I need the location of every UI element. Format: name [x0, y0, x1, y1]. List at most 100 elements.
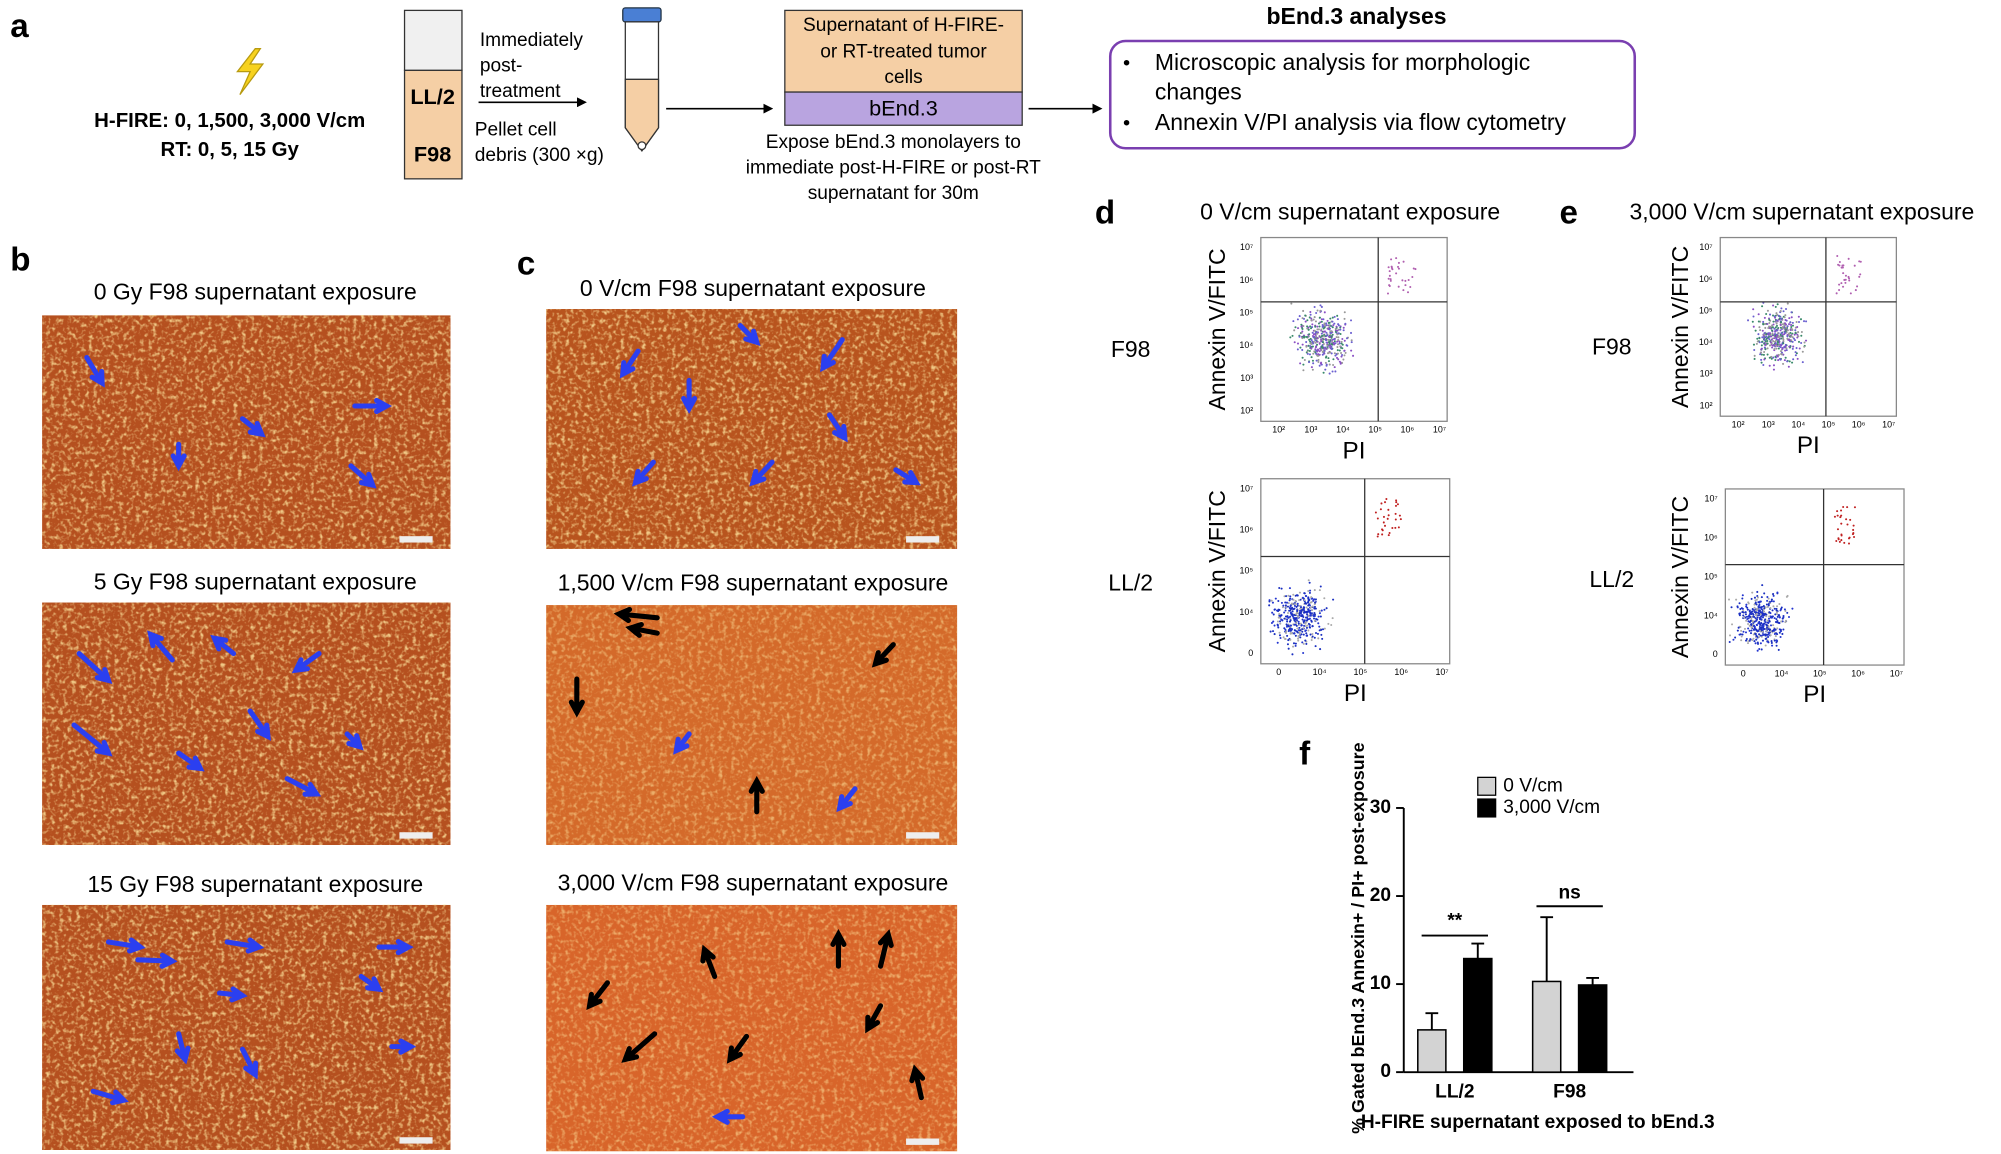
event-dot	[1310, 596, 1313, 599]
event-dot	[1307, 629, 1310, 632]
event-dot	[1341, 347, 1344, 350]
event-dot	[1766, 322, 1769, 325]
event-dot	[1753, 596, 1756, 599]
event-dot	[1298, 599, 1301, 602]
arrow	[681, 377, 698, 414]
event-dot	[1309, 325, 1312, 328]
event-dot	[1314, 601, 1317, 604]
event-dot	[1305, 606, 1308, 609]
event-dot	[1785, 347, 1788, 350]
event-dot	[1318, 625, 1321, 628]
event-dot	[1780, 607, 1783, 610]
event-dot	[1326, 334, 1329, 337]
event-dot	[1305, 335, 1308, 338]
event-dot	[1761, 630, 1764, 633]
event-dot	[1309, 633, 1312, 636]
supernatant-text: or RT-treated tumor	[820, 42, 987, 63]
event-dot	[1317, 637, 1320, 640]
event-dot	[1757, 313, 1760, 316]
event-dot	[1763, 358, 1766, 361]
event-dot	[1327, 357, 1330, 360]
arrow	[147, 630, 175, 663]
arrow	[877, 929, 894, 969]
event-dot	[1758, 603, 1761, 606]
event-dot	[1788, 317, 1791, 320]
event-dot	[1288, 609, 1291, 612]
event-dot	[1337, 358, 1340, 361]
event-dot	[1736, 605, 1739, 608]
event-dot	[1324, 356, 1328, 359]
event-dot	[1296, 342, 1300, 345]
event-dot	[1770, 640, 1773, 643]
arrow	[90, 1088, 129, 1106]
axis-label: Annexin V/FITC	[1204, 490, 1230, 652]
event-dot	[1297, 327, 1300, 330]
event-dot	[1772, 624, 1775, 627]
event-dot	[1771, 615, 1774, 618]
event-dot	[1734, 636, 1737, 639]
event-dot	[1311, 359, 1314, 362]
event-dot	[1397, 267, 1400, 270]
event-dot	[1778, 615, 1781, 619]
event-dot	[1294, 642, 1297, 645]
event-dot	[1771, 329, 1774, 332]
tube-bottom	[403, 69, 463, 180]
event-dot	[1800, 334, 1803, 337]
event-dot	[1387, 508, 1390, 511]
event-dot	[1773, 337, 1776, 340]
event-dot	[1764, 633, 1767, 636]
arrow	[284, 776, 322, 797]
event-dot	[1786, 337, 1789, 340]
event-dot	[1306, 352, 1309, 355]
event-dot	[1799, 318, 1803, 321]
event-dot	[1395, 272, 1398, 275]
arrow	[909, 1064, 926, 1101]
event-dot	[1852, 524, 1855, 527]
arrow	[737, 323, 761, 346]
arrow	[711, 1108, 746, 1125]
event-dot	[1340, 340, 1343, 343]
analysis-item: Microscopic analysis for morphologic	[1155, 49, 1530, 75]
event-dot	[1317, 360, 1320, 363]
bar	[1577, 984, 1608, 1073]
event-dot	[1276, 620, 1279, 623]
event-dot	[1325, 339, 1328, 342]
event-dot	[1313, 619, 1316, 622]
event-dot	[1760, 605, 1764, 608]
event-dot	[1381, 529, 1384, 532]
row-label: F98	[1592, 334, 1632, 360]
event-dot	[1318, 610, 1321, 613]
axis-label: PI	[1797, 432, 1820, 459]
event-dot	[1315, 312, 1318, 315]
event-dot	[1308, 604, 1311, 607]
dose-text: RT: 0, 5, 15 Gy	[161, 139, 300, 161]
event-dot	[1302, 363, 1305, 366]
arrow	[348, 463, 377, 489]
event-dot	[1308, 617, 1311, 620]
event-dot	[1302, 651, 1305, 655]
event-dot	[1401, 279, 1404, 282]
event-dot	[1320, 633, 1323, 636]
event-dot	[1768, 318, 1771, 321]
event-dot	[1279, 636, 1282, 640]
event-dot	[1313, 329, 1316, 332]
event-dot	[1754, 642, 1757, 645]
event-dot	[1296, 627, 1299, 630]
event-dot	[1302, 325, 1305, 328]
event-dot	[1374, 511, 1377, 514]
event-dot	[1350, 339, 1353, 342]
event-dot	[1768, 611, 1771, 614]
panel-label: f	[1299, 735, 1311, 772]
micrograph-title: 0 Gy F98 supernatant exposure	[94, 279, 417, 305]
event-dot	[1302, 608, 1305, 611]
event-dot	[1320, 361, 1323, 364]
event-dot	[1268, 599, 1271, 602]
event-dot	[1747, 623, 1750, 626]
event-dot	[1774, 305, 1777, 308]
flow-x-tick: 10⁵	[1822, 419, 1836, 429]
event-dot	[1761, 611, 1764, 614]
flow-x-tick: 10²	[1272, 425, 1285, 435]
event-dot	[1752, 308, 1755, 311]
event-dot	[1289, 611, 1292, 614]
event-dot	[1842, 505, 1845, 509]
